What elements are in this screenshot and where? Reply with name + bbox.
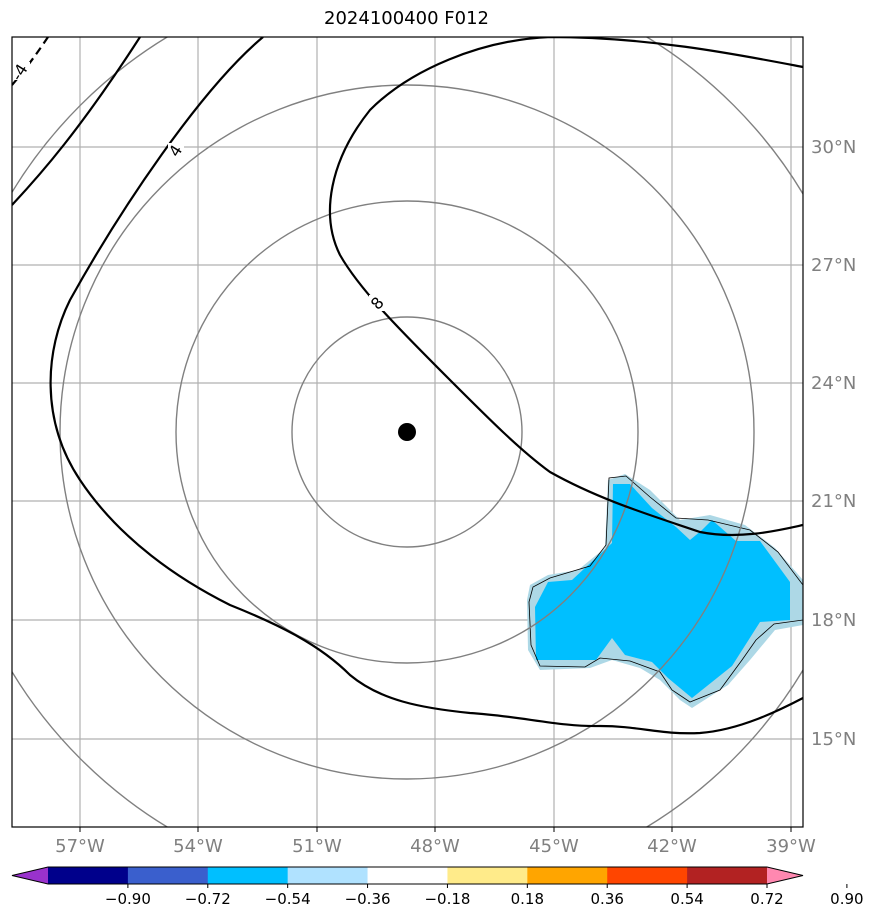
colorbar-segment <box>687 867 768 884</box>
colorbar-outline <box>11 866 804 885</box>
colorbar-label: −0.18 <box>424 890 470 908</box>
lat-label: 15°N <box>811 729 856 750</box>
contour-label-group-neg4: -4 <box>7 60 32 84</box>
colorbar-label: 0.18 <box>511 890 544 908</box>
lat-label: 21°N <box>811 491 856 512</box>
colorbar-label: 0.36 <box>591 890 624 908</box>
colorbar-segment <box>287 867 369 884</box>
lon-label: 51°W <box>292 836 342 857</box>
map-title: 2024100400 F012 <box>324 8 489 29</box>
colorbar-label: −0.72 <box>185 890 231 908</box>
colorbar-segment <box>127 867 209 884</box>
colorbar-label: 0.72 <box>750 890 783 908</box>
contour-label-group-4: 4 <box>165 141 187 160</box>
shaded-region-outline <box>528 475 803 703</box>
colorbar: −0.90 −0.72 −0.54 −0.36 −0.18 0.18 0.36 0.54 0.7… <box>11 866 864 908</box>
lon-label: 57°W <box>55 836 105 857</box>
lat-label: 18°N <box>811 610 856 631</box>
contour-line-4-outer <box>12 37 141 206</box>
colorbar-label: −0.90 <box>105 890 151 908</box>
lat-label: 27°N <box>811 255 856 276</box>
colorbar-segment <box>48 867 129 884</box>
colorbar-label: −0.54 <box>265 890 311 908</box>
lon-label: 48°W <box>410 836 460 857</box>
range-rings <box>12 37 803 827</box>
contour-line-8 <box>328 37 803 537</box>
range-ring-2 <box>175 200 639 664</box>
shaded-region <box>535 484 790 698</box>
range-ring-3 <box>59 84 755 780</box>
colorbar-label: 0.54 <box>670 890 703 908</box>
colorbar-label: −0.36 <box>345 890 391 908</box>
colorbar-label: 0.90 <box>830 890 863 908</box>
contour-line-neg4 <box>12 37 49 86</box>
lon-tick-marks <box>79 827 792 832</box>
map-frame <box>11 36 804 828</box>
contour-label-group-8: 8 <box>367 293 388 313</box>
lon-label: 45°W <box>529 836 579 857</box>
lon-gridlines <box>79 37 792 827</box>
lon-label: 39°W <box>766 836 816 857</box>
colorbar-extend-min <box>12 867 48 884</box>
lon-tick-labels: 57°W 54°W 51°W 48°W 45°W 42°W 39°W <box>55 836 816 857</box>
colorbar-segment <box>527 867 608 884</box>
colorbar-segment <box>607 867 688 884</box>
range-ring-1 <box>291 316 523 548</box>
lat-tick-labels: 30°N 27°N 24°N 21°N 18°N 15°N <box>811 137 856 750</box>
storm-center-marker <box>398 423 416 441</box>
lat-label: 24°N <box>811 373 856 394</box>
contour-line-4 <box>49 37 803 735</box>
colorbar-segment <box>207 867 289 884</box>
lon-label: 54°W <box>173 836 223 857</box>
lat-label: 30°N <box>811 137 856 158</box>
colorbar-segment <box>367 867 448 884</box>
lon-label: 42°W <box>647 836 697 857</box>
colorbar-segment <box>447 867 528 884</box>
colorbar-extend-max <box>767 867 803 884</box>
